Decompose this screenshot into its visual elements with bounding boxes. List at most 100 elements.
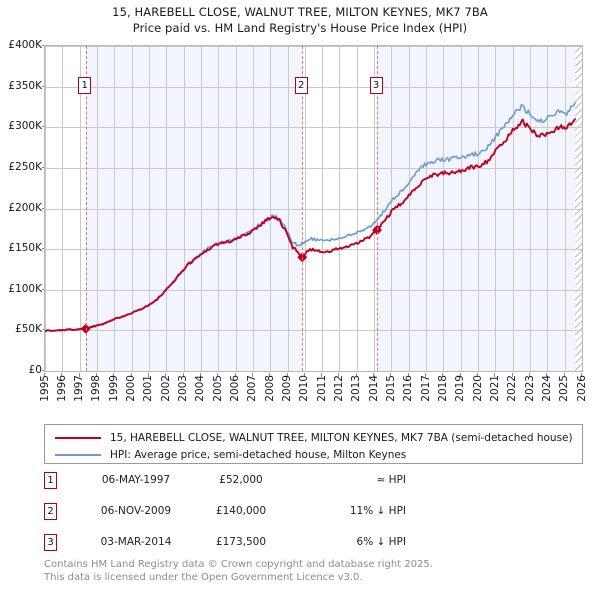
y-axis-label-0: £0 [28,364,42,376]
x-axis-label-2014: 2014 [367,375,380,402]
x-axis-tick-1995 [44,373,45,377]
legend-entry-hpi: HPI: Average price, semi-detached house,… [45,446,582,463]
vgridline-2005 [218,46,219,371]
page-subtitle: Price paid vs. HM Land Registry's House … [132,21,468,35]
hgridline-250000 [45,168,582,169]
vgridline-2000 [132,46,133,371]
x-axis-tick-2005 [217,373,218,377]
x-axis-label-2016: 2016 [402,375,415,402]
x-axis-tick-2012 [338,373,339,377]
x-axis-label-2025: 2025 [558,375,571,402]
x-axis-tick-2008 [269,373,270,377]
footer-line-2: This data is licensed under the Open Gov… [44,571,363,583]
x-axis-tick-2024 [546,373,547,377]
x-axis-label-2023: 2023 [523,375,536,402]
table-cell-hpi-delta: 6% ↓ HPI [356,536,406,548]
table-cell-price: £52,000 [219,474,263,486]
table-cell-price: £140,000 [215,505,267,517]
vgridline-2019 [461,46,462,371]
vgridline-2020 [478,46,479,371]
table-cell-date: 03-MAR-2014 [100,536,172,548]
table-cell-hpi-delta: ≈ HPI [376,474,406,486]
x-axis-label-2010: 2010 [298,375,311,402]
legend-entry-price-paid: 15, HAREBELL CLOSE, WALNUT TREE, MILTON … [45,429,582,446]
hgridline-350000 [45,87,582,88]
chart-legend: 15, HAREBELL CLOSE, WALNUT TREE, MILTON … [44,424,583,464]
x-axis-label-2022: 2022 [506,375,519,402]
table-row[interactable]: 1 06-MAY-1997 £52,000 ≈ HPI [44,472,444,503]
vgridline-2008 [270,46,271,371]
y-axis-label-100000: £100K [8,282,42,295]
vgridline-2002 [166,46,167,371]
chart-plot-inner [45,46,582,371]
ownership-span-2 [377,46,576,371]
x-axis-tick-2016 [408,373,409,377]
x-axis-tick-2021 [494,373,495,377]
table-cell-date: 06-MAY-1997 [101,474,171,486]
chart-badge-2[interactable]: 2 [294,77,308,94]
x-axis-label-2013: 2013 [350,375,363,402]
x-axis-label-1999: 1999 [107,375,120,402]
legend-swatch-price-paid [55,436,101,439]
y-axis-label-150000: £150K [8,242,42,255]
y-axis-label-50000: £50K [15,323,42,336]
x-axis-tick-2018 [442,373,443,377]
x-axis-tick-2015 [390,373,391,377]
hgridline-200000 [45,209,582,210]
x-axis-label-2021: 2021 [488,375,501,402]
hgridline-100000 [45,290,582,291]
x-axis-label-2017: 2017 [419,375,432,402]
table-cell-price: £173,500 [215,536,267,548]
vgridline-2006 [236,46,237,371]
series-line-price-paid [45,118,577,332]
x-axis-tick-2014 [373,373,374,377]
x-axis-tick-2013 [356,373,357,377]
table-badge-3: 3 [44,534,57,551]
legend-swatch-hpi [55,453,101,456]
y-axis-label-400000: £400K [8,39,42,51]
x-axis-tick-2023 [529,373,530,377]
table-row[interactable]: 2 06-NOV-2009 £140,000 11% ↓ HPI [44,503,444,534]
vgridline-2004 [201,46,202,371]
x-axis-label-2009: 2009 [281,375,294,402]
vgridline-1998 [97,46,98,371]
x-axis-tick-2001 [148,373,149,377]
x-axis-tick-2009 [287,373,288,377]
x-axis-tick-1999 [113,373,114,377]
x-axis-label-1997: 1997 [73,375,86,402]
legend-label-hpi: HPI: Average price, semi-detached house,… [110,448,407,461]
x-axis-label-2026: 2026 [575,375,588,402]
vgridline-1999 [114,46,115,371]
vgridline-2003 [184,46,185,371]
x-axis-label-2015: 2015 [384,375,397,402]
chart-badge-3[interactable]: 3 [369,77,383,94]
x-axis-label-2012: 2012 [332,375,345,402]
y-axis: £0 £50K £100K £150K £200K £250K £300K £350K £400… [0,39,46,376]
x-axis-tick-1996 [61,373,62,377]
vgridline-2011 [322,46,323,371]
x-axis: 1995 1996 1997 1998 1999 2000 2001 2002 2003 2004… [39,373,588,419]
transactions-table: 1 06-MAY-1997 £52,000 ≈ HPI 2 06-NOV-2009 £140… [44,472,444,565]
y-axis-label-250000: £250K [8,160,42,173]
x-axis-label-1998: 1998 [90,375,103,402]
x-axis-label-2019: 2019 [454,375,467,402]
x-axis-label-2005: 2005 [211,375,224,402]
chart-badge-1[interactable]: 1 [78,77,92,94]
page-title: 15, HAREBELL CLOSE, WALNUT TREE, MILTON … [112,5,488,19]
x-axis-tick-2002 [165,373,166,377]
x-axis-label-2004: 2004 [194,375,207,402]
event-line-2 [302,46,304,371]
table-row[interactable]: 3 03-MAR-2014 £173,500 6% ↓ HPI [44,534,444,565]
hgridline-300000 [45,127,582,128]
series-line-hpi [45,102,576,333]
x-axis-tick-2003 [183,373,184,377]
x-axis-label-2020: 2020 [471,375,484,402]
vgridline-2022 [513,46,514,371]
vgridline-2018 [443,46,444,371]
x-axis-label-1996: 1996 [55,375,68,402]
chart-plot-area [44,45,583,372]
vgridline-2009 [288,46,289,371]
table-badge-2: 2 [44,503,57,520]
vgridline-2023 [530,46,531,371]
x-axis-tick-1997 [79,373,80,377]
